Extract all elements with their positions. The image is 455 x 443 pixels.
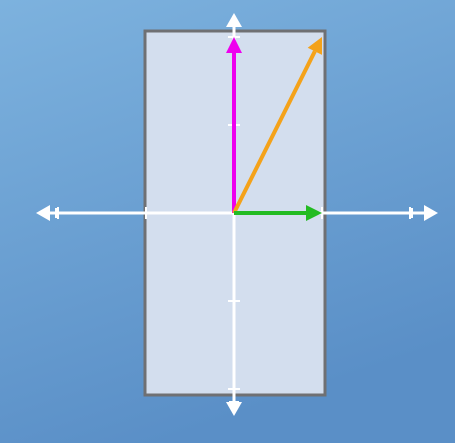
magenta-vector-arrowhead bbox=[226, 37, 242, 53]
vectors-group bbox=[226, 37, 322, 221]
orange-vector-shaft bbox=[232, 50, 317, 214]
orange-vector bbox=[232, 37, 322, 214]
magenta-vector bbox=[226, 37, 242, 213]
orange-vector-arrowhead bbox=[307, 37, 322, 55]
y-axis-top-arrowhead bbox=[226, 13, 242, 27]
green-vector bbox=[234, 205, 322, 221]
y-axis-bottom-arrowhead bbox=[226, 402, 242, 416]
green-vector-arrowhead bbox=[306, 205, 322, 221]
x-axis-right-arrowhead bbox=[424, 205, 438, 221]
x-axis-left-arrowhead bbox=[36, 205, 50, 221]
